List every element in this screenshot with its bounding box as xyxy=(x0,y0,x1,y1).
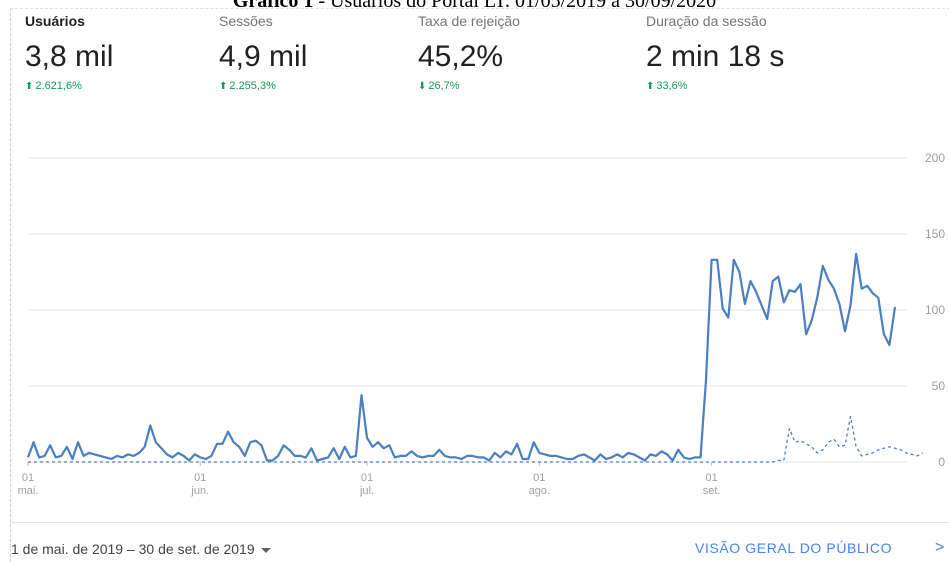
date-range-label: 1 de mai. de 2019 – 30 de set. de 2019 xyxy=(11,541,255,557)
arrow-up-icon: ⬆ xyxy=(646,81,655,92)
metric-change-value: 26,7% xyxy=(428,80,460,92)
metric-value: 4,9 mil xyxy=(219,40,308,73)
x-tick-day-label: 01 xyxy=(22,472,34,484)
metric-value: 3,8 mil xyxy=(25,40,114,73)
x-tick-month-label: mai. xyxy=(18,485,39,497)
metric-bounce-rate[interactable]: Taxa de rejeição 45,2% ⬇ 26,7% xyxy=(418,12,520,94)
y-tick-label: 0 xyxy=(938,455,945,469)
x-tick-day-label: 01 xyxy=(533,472,545,484)
metric-change: ⬆ 2.255,3% xyxy=(219,79,307,94)
x-tick-month-label: jun. xyxy=(190,485,209,497)
x-tick-month-label: set. xyxy=(703,485,721,497)
document-title-text: - Usuários do Portal LT. 01/05/2019 a 30… xyxy=(313,0,717,12)
analytics-card xyxy=(10,8,949,562)
document-title-number: Gráfico 1 xyxy=(232,0,314,12)
series-line-users xyxy=(26,252,897,462)
audience-link-label: VISÃO GERAL DO PÚBLICO xyxy=(695,540,893,556)
y-tick-label: 50 xyxy=(932,379,946,393)
chevron-right-icon: > xyxy=(935,539,945,556)
y-tick-label: 100 xyxy=(925,303,945,317)
metric-change: ⬆ 2.621,6% xyxy=(25,79,113,94)
x-tick-month-label: ago. xyxy=(529,485,550,497)
arrow-down-icon: ⬇ xyxy=(418,81,427,92)
y-tick-label: 150 xyxy=(925,227,945,241)
audience-overview-link[interactable]: VISÃO GERAL DO PÚBLICO > xyxy=(695,539,944,556)
metric-change: ⬆ 33,6% xyxy=(646,79,784,94)
metric-change-value: 2.255,3% xyxy=(229,80,276,92)
metric-label: Duração da sessão xyxy=(646,13,767,29)
metric-change: ⬇ 26,7% xyxy=(418,79,520,94)
metric-session-duration[interactable]: Duração da sessão 2 min 18 s ⬆ 33,6% xyxy=(646,12,784,94)
metric-change-value: 33,6% xyxy=(656,80,688,92)
x-tick-month-label: jul. xyxy=(359,485,374,497)
metric-label: Taxa de rejeição xyxy=(418,13,520,29)
date-range-selector[interactable]: 1 de mai. de 2019 – 30 de set. de 2019 xyxy=(11,541,271,557)
document-title: Gráfico 1 - Usuários do Portal LT. 01/05… xyxy=(0,0,949,13)
metric-value: 2 min 18 s xyxy=(646,40,785,73)
series-line-comparison xyxy=(28,415,924,463)
metric-value: 45,2% xyxy=(418,40,504,73)
footer-divider xyxy=(10,522,949,523)
x-tick-day-label: 01 xyxy=(361,472,373,484)
x-tick-day-label: 01 xyxy=(705,472,717,484)
arrow-up-icon: ⬆ xyxy=(25,81,34,92)
caret-down-icon xyxy=(260,547,271,553)
metric-sessions[interactable]: Sessões 4,9 mil ⬆ 2.255,3% xyxy=(219,12,307,94)
metric-users[interactable]: Usuários 3,8 mil ⬆ 2.621,6% xyxy=(25,12,113,94)
metric-change-value: 2.621,6% xyxy=(35,80,82,92)
x-tick-day-label: 01 xyxy=(194,472,206,484)
y-tick-label: 200 xyxy=(925,151,945,165)
arrow-up-icon: ⬆ xyxy=(219,81,228,92)
metric-label: Sessões xyxy=(219,13,273,29)
metric-label: Usuários xyxy=(25,13,85,29)
